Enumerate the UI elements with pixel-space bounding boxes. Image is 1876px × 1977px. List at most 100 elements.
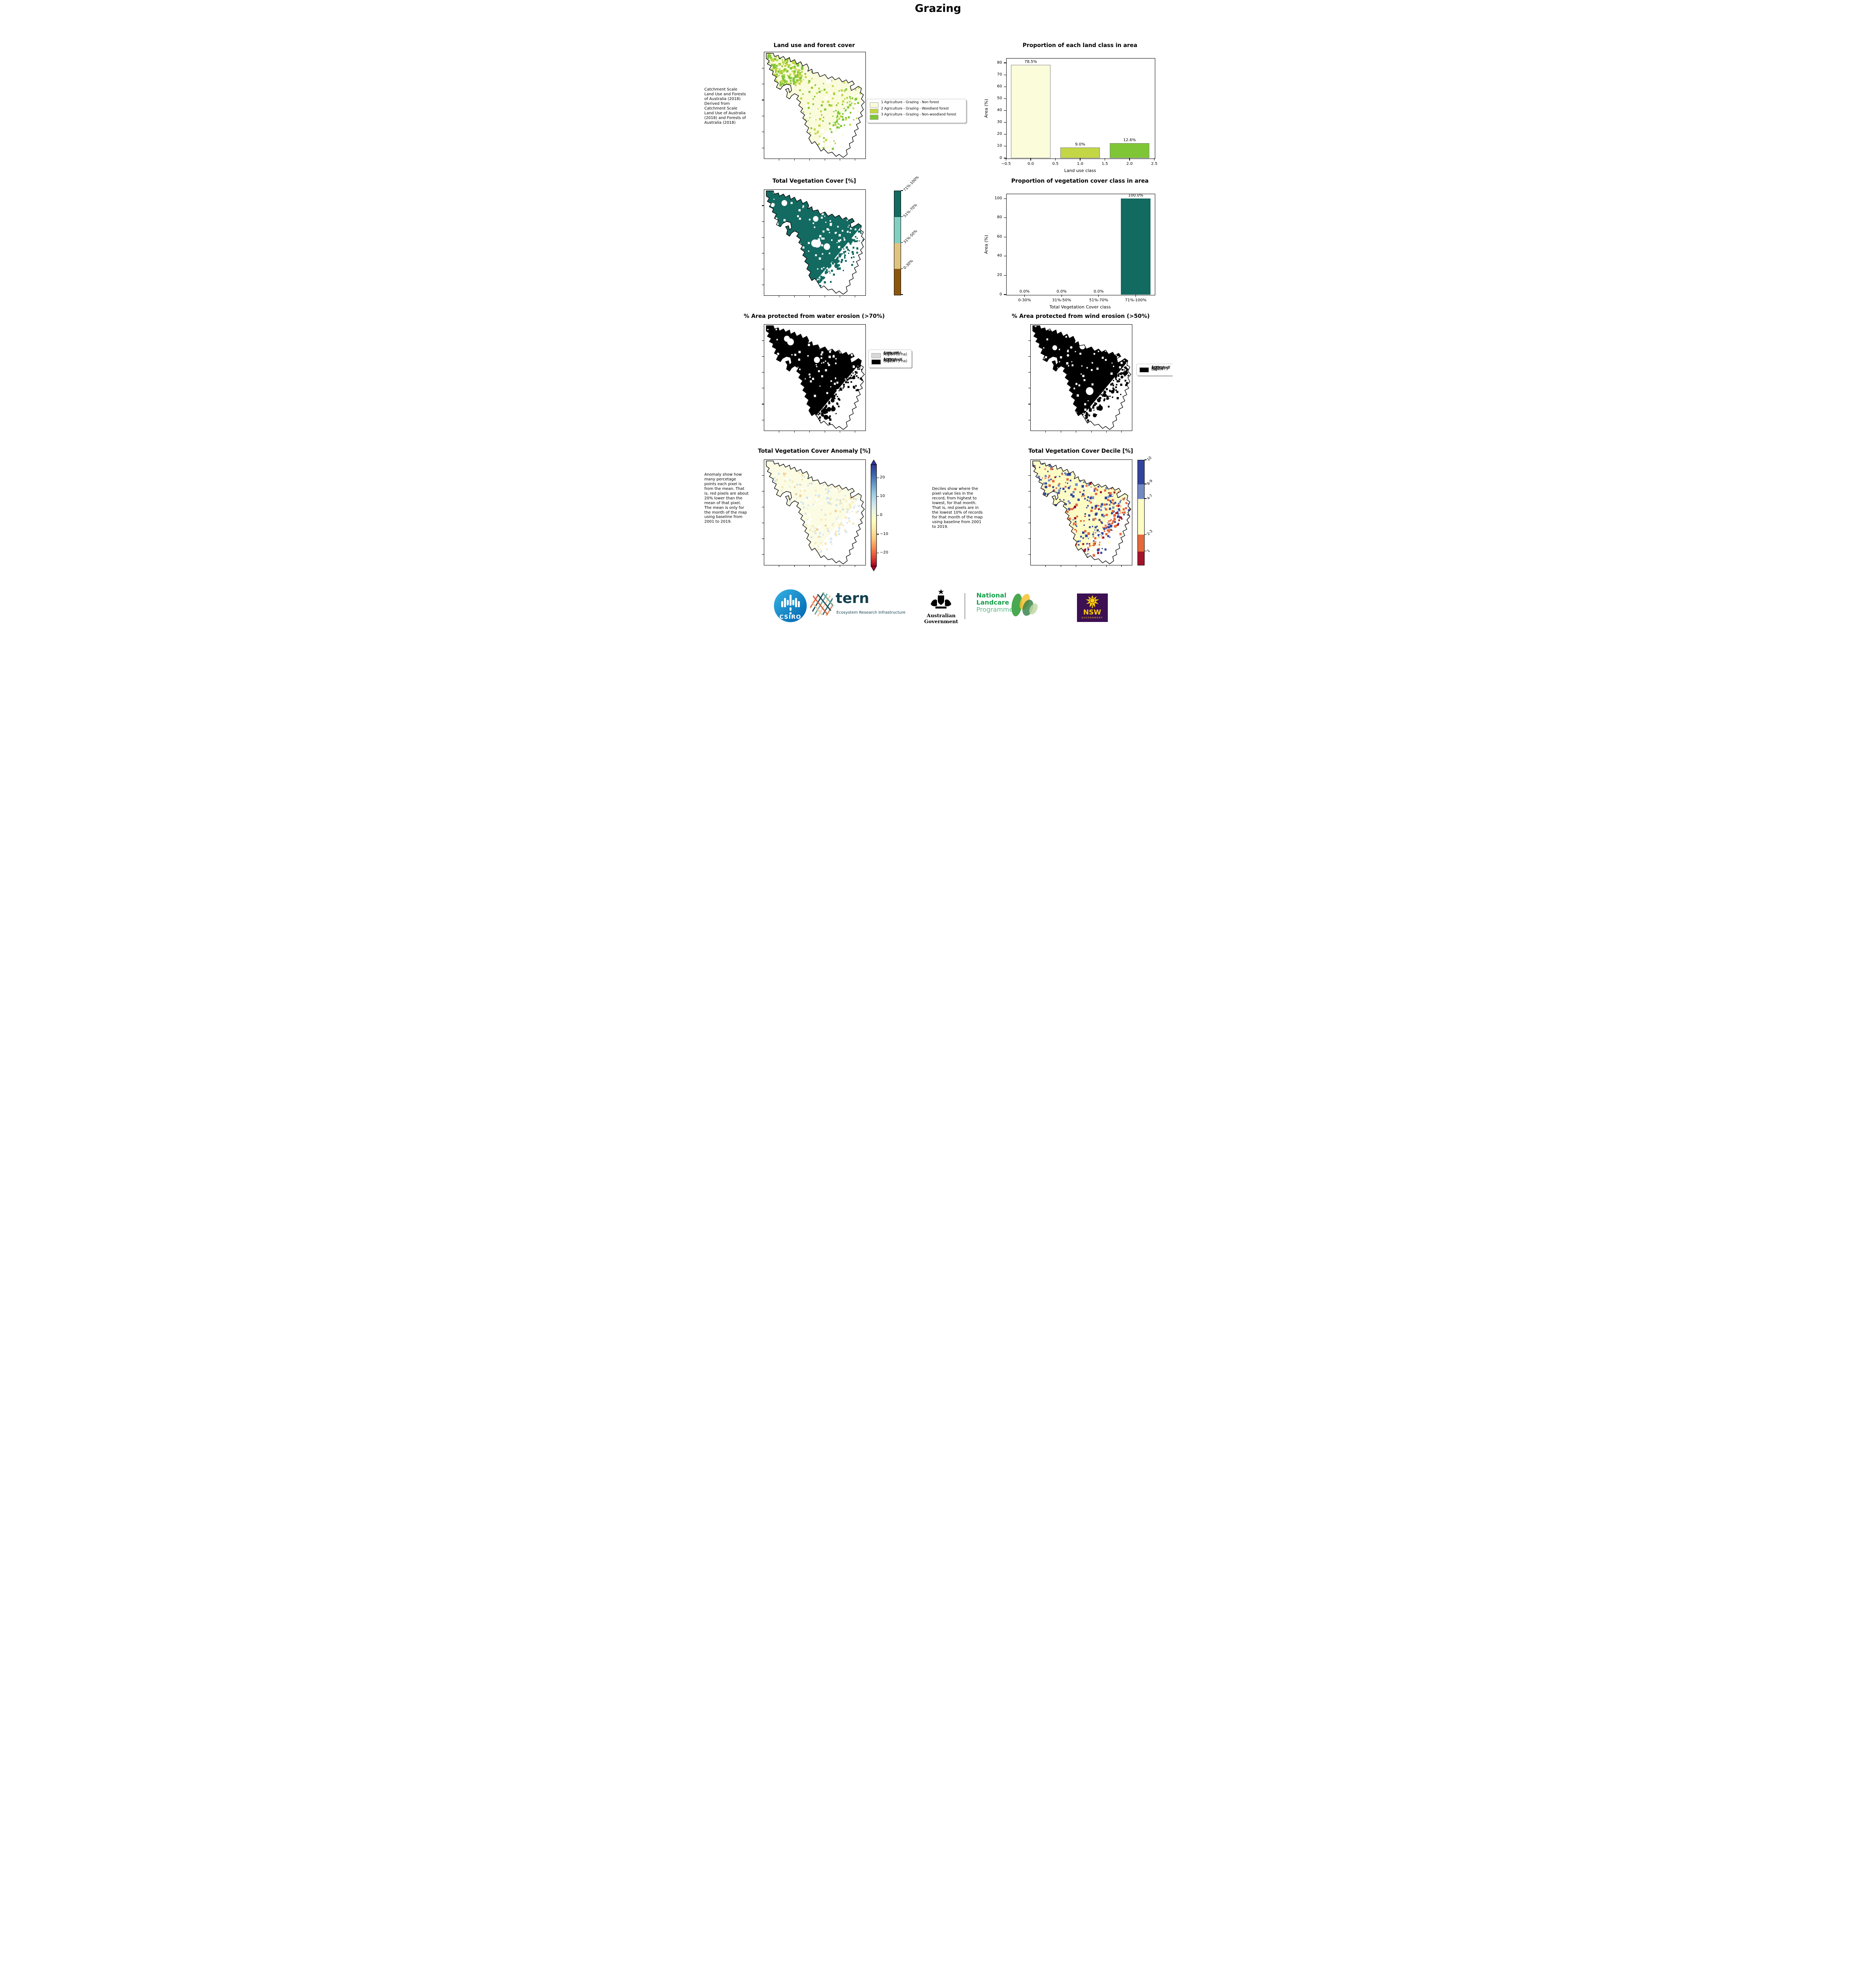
map-x-tick [1091, 565, 1092, 567]
legend-swatch [869, 115, 878, 120]
wind-erosion-map [1028, 324, 1132, 433]
wind-map-title: % Area protected from wind erosion (>50%… [1012, 313, 1150, 319]
y-tick [1003, 110, 1006, 111]
landuse-source-note: Catchment Scale Land Use and Forests of … [704, 87, 746, 125]
x-ticklabel: 0-30% [1018, 298, 1031, 302]
legend-item: Area not protected 0.0% of region (0 ha) [871, 351, 909, 358]
bar-value-label: 0.0% [1094, 289, 1104, 294]
anomaly-colorbar-ticklabel: 20 [880, 475, 885, 480]
y-tick [1003, 217, 1006, 218]
y-tick [1003, 122, 1006, 123]
y-ticklabel: 50 [997, 96, 1002, 100]
legend-label: 3 Agriculture - Grazing - Non-woodland f… [881, 112, 956, 116]
decile-colorbar-tick [1144, 459, 1147, 460]
nsw-waratah-icon [1085, 595, 1099, 608]
legend-item: 2 Agriculture - Grazing - Woodland fores… [869, 106, 963, 113]
legend-swatch [871, 359, 881, 365]
legend-item: 1 Agriculture - Grazing - Non forest [869, 100, 963, 108]
decile-colorbar-label: 8-9 [1146, 478, 1154, 486]
y-ticklabel: 60 [997, 234, 1002, 239]
legend-swatch [869, 102, 878, 108]
map-x-tick [1091, 431, 1092, 433]
x-tick [1129, 158, 1130, 161]
x-tick [1055, 158, 1056, 161]
legend-item: 3 Agriculture - Grazing - Non-woodland f… [869, 112, 963, 120]
map-x-tick [794, 159, 795, 161]
decile-map [1028, 459, 1132, 567]
nsw-government-logo: NSW GOVERNMENT [1077, 593, 1108, 622]
y-tick [1003, 294, 1006, 295]
landcare-label-1: National [976, 592, 1007, 599]
decile-colorbar-segment [1137, 484, 1144, 499]
map-x-tick [809, 431, 810, 433]
bar-value-label: 0.0% [1019, 289, 1030, 294]
map-x-tick [809, 295, 810, 297]
x-axis-label: Total Vegetation Cover class [1049, 304, 1111, 310]
landcare-label-2: Landcare [976, 599, 1009, 606]
map-x-tick [794, 295, 795, 297]
decile-colorbar-label: 1 [1146, 548, 1151, 553]
legend-swatch [871, 353, 881, 358]
veg-colorbar-tick [901, 294, 903, 295]
wind-legend: Area protected 100.0% of region (582,875… [1136, 364, 1173, 376]
decile-note: Deciles show where the pixel value lies … [932, 487, 983, 529]
map-anom-canvas [764, 460, 865, 565]
x-ticklabel: 0.0 [1028, 162, 1034, 166]
y-ticklabel: 20 [997, 272, 1002, 277]
bar [1060, 147, 1100, 158]
y-axis-label: Area (%) [983, 234, 989, 254]
tern-tagline: Ecosystem Research Infrastructure [836, 610, 906, 615]
veg-colorbar-segment [894, 269, 901, 295]
y-tick [1003, 98, 1006, 99]
landuse-map [761, 52, 866, 161]
y-ticklabel: 100 [994, 196, 1002, 200]
map-y-tick [761, 237, 764, 238]
decile-colorbar-label: 10 [1146, 456, 1152, 462]
decile-colorbar-segment [1137, 535, 1144, 552]
y-ticklabel: 20 [997, 132, 1002, 136]
legend-label: Area protected 100.0% of region (582,875… [1151, 365, 1170, 372]
y-ticklabel: 0 [999, 155, 1002, 160]
map-x-tick [794, 565, 795, 567]
decile-colorbar [1137, 460, 1145, 565]
anomaly-colorbar-svg [870, 460, 877, 571]
page-title: Grazing [914, 2, 962, 15]
map-y-tick [761, 340, 764, 341]
decile-colorbar-segment [1137, 551, 1144, 565]
chart-frame [1006, 58, 1155, 159]
x-tick [1024, 295, 1025, 297]
y-ticklabel: 10 [997, 144, 1002, 148]
x-ticklabel: 51%-70% [1089, 298, 1108, 302]
anomaly-map [761, 459, 866, 567]
y-ticklabel: 0 [999, 292, 1002, 297]
map-y-tick [1028, 554, 1030, 555]
map-x-tick [1121, 565, 1122, 567]
map-x-tick [1106, 565, 1107, 567]
y-axis-label: Area (%) [983, 98, 989, 118]
x-tick [1030, 158, 1031, 161]
anomaly-colorbar-tick [877, 515, 879, 516]
bar-value-label: 100.0% [1128, 193, 1143, 198]
map-y-tick [1028, 475, 1030, 476]
ausgov-label: Australian Government [924, 612, 958, 624]
anomaly-colorbar-ticklabel: 0 [880, 513, 882, 517]
nsw-label: NSW [1083, 609, 1101, 616]
x-tick [1098, 295, 1099, 297]
map-x-tick [809, 565, 810, 567]
landuse-legend: 1 Agriculture - Grazing - Non forest 2 Ag… [866, 99, 966, 123]
map-water-canvas [764, 325, 865, 431]
legend-swatch [1139, 367, 1149, 372]
x-tick [1135, 295, 1136, 297]
anomaly-note: Anomaly show how many percetage points e… [704, 473, 749, 524]
water-legend: Area not protected 0.0% of region (0 ha)… [868, 350, 912, 368]
decile-colorbar-segment [1137, 499, 1144, 535]
y-ticklabel: 80 [997, 60, 1002, 65]
veg-colorbar-label: 51%-70% [902, 202, 918, 219]
y-ticklabel: 40 [997, 253, 1002, 258]
bar-value-label: 78.5% [1024, 59, 1037, 64]
map-y-tick [761, 475, 764, 476]
bar [1110, 143, 1149, 158]
csiro-logo-icon: CSIRO [774, 589, 807, 622]
landcare-leaves-icon [1011, 593, 1038, 616]
y-tick [1003, 62, 1006, 63]
